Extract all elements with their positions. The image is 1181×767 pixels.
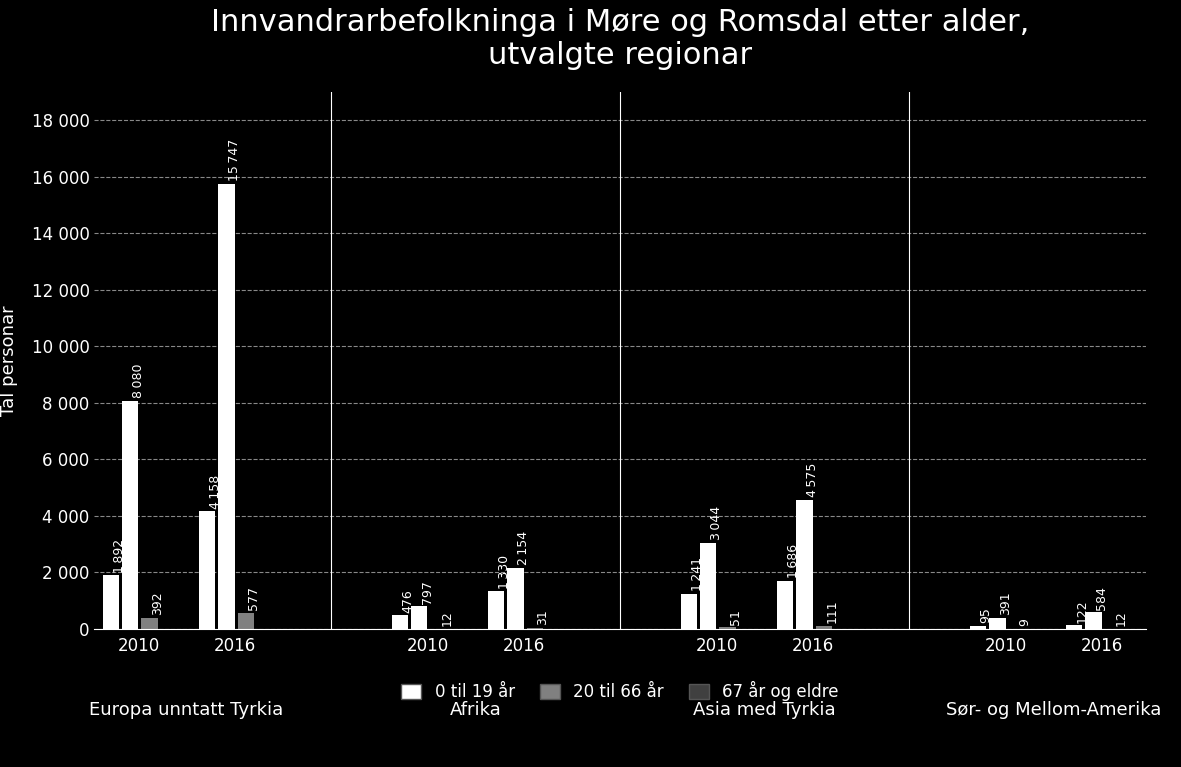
Text: 2 154: 2 154 [517,531,530,565]
Bar [411,607,428,629]
Text: 31: 31 [536,610,549,625]
Bar [796,499,813,629]
Text: 1 241: 1 241 [691,557,704,591]
Text: 51: 51 [730,609,743,624]
Bar [527,628,543,629]
Bar [198,512,215,629]
Text: 111: 111 [826,599,839,623]
Bar [392,615,409,629]
Text: 577: 577 [247,586,260,610]
Text: Europa unntatt Tyrkia: Europa unntatt Tyrkia [90,701,283,719]
Text: 15 747: 15 747 [228,139,241,181]
Text: 476: 476 [402,589,415,613]
Text: 1 892: 1 892 [112,538,125,573]
Bar [142,618,158,629]
Text: Asia med Tyrkia: Asia med Tyrkia [693,701,836,719]
Bar [816,626,831,629]
Text: 4 158: 4 158 [209,474,222,509]
Bar [700,543,717,629]
Bar [777,581,794,629]
Text: 8 080: 8 080 [132,364,145,398]
Title: Innvandrarbefolkninga i Møre og Romsdal etter alder,
utvalgte regionar: Innvandrarbefolkninga i Møre og Romsdal … [211,8,1029,71]
Text: 391: 391 [999,591,1012,615]
Text: 4 575: 4 575 [807,463,820,497]
Bar [680,594,697,629]
Bar [970,626,986,629]
Text: 122: 122 [1076,599,1089,623]
Text: 12: 12 [441,610,454,626]
Text: 392: 392 [151,591,164,615]
Text: Afrika: Afrika [450,701,502,719]
Bar [237,613,254,629]
Text: 1 330: 1 330 [497,555,510,588]
Bar [719,627,736,629]
Bar [122,400,138,629]
Text: 584: 584 [1095,586,1108,610]
Bar [218,184,235,629]
Text: 12: 12 [1115,610,1128,626]
Text: Sør- og Mellom-Amerika: Sør- og Mellom-Amerika [946,701,1161,719]
Text: 797: 797 [420,580,433,604]
Y-axis label: Tal personar: Tal personar [0,305,18,416]
Bar [990,618,1005,629]
Bar [103,575,119,629]
Legend: 0 til 19 år, 20 til 66 år, 67 år og eldre: 0 til 19 år, 20 til 66 år, 67 år og eldr… [402,681,839,701]
Text: 3 044: 3 044 [710,506,723,540]
Bar [1085,612,1102,629]
Bar [507,568,523,629]
Text: 1 686: 1 686 [787,545,800,578]
Bar [1066,626,1082,629]
Bar [488,591,504,629]
Text: 95: 95 [980,607,993,624]
Text: 9: 9 [1018,618,1031,626]
